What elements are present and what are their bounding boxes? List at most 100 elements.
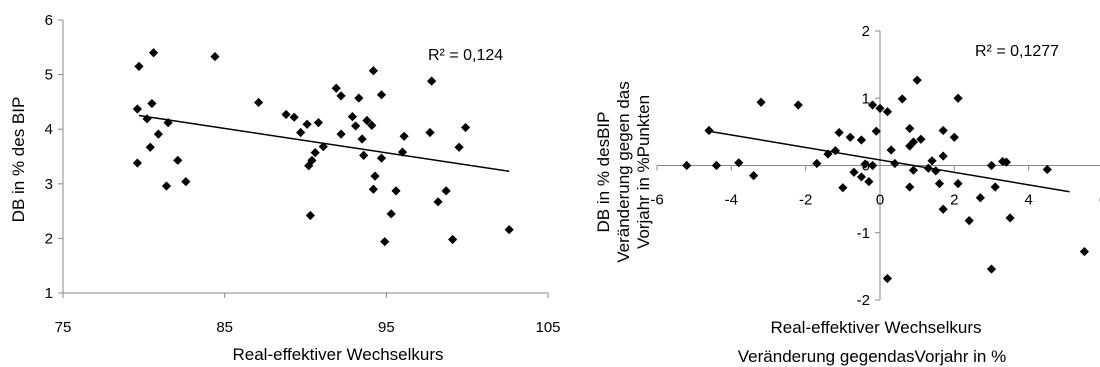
x-tick-label: 105 [535,319,560,336]
data-point [147,98,157,109]
data-point [357,134,367,144]
data-point [296,127,306,138]
data-point [793,100,803,110]
x-tick-label: 95 [378,319,395,336]
y-tick-label: -2 [857,292,870,309]
data-point [142,114,152,124]
data-point [254,97,264,108]
data-point [682,160,692,171]
y-tick-label: -1 [857,225,870,242]
data-point [905,123,915,134]
data-point [302,119,312,129]
x-tick-label: 2 [950,192,958,209]
x-tick-label: -2 [799,192,812,209]
data-point [938,125,948,136]
y-tick-label: 6 [45,12,53,29]
data-point [318,142,328,152]
data-point [391,186,401,196]
data-point [934,179,945,189]
data-point [749,170,759,181]
data-point [867,100,878,110]
data-point [756,97,766,107]
data-point [912,75,922,85]
data-point [313,118,324,128]
data-point [931,166,941,176]
data-point [448,234,458,245]
data-point [305,210,315,221]
data-point [856,172,867,182]
y-axis-title-line: Vorjahr in %Punkten [634,95,653,249]
data-point [386,209,396,219]
data-point [882,273,893,284]
data-point [380,237,390,247]
data-point [504,225,514,235]
data-point [849,167,859,177]
data-point [425,127,435,138]
x-tick-label: 85 [216,319,233,336]
y-tick-label: 1 [862,90,870,107]
data-point [397,147,408,157]
data-point [173,155,183,165]
data-point [908,165,919,175]
data-point [331,83,341,93]
data-point [460,122,471,133]
data-point [351,121,361,131]
data-point [864,177,874,187]
x-tick-label: 6 [1099,192,1100,209]
data-point [990,182,1000,192]
data-point [908,137,919,147]
data-point [210,51,220,62]
data-point [368,66,378,76]
data-point [986,160,997,171]
data-point [704,125,714,136]
y-tick-label: 5 [45,67,53,84]
y-tick-label: 3 [45,176,53,193]
data-point [890,158,900,169]
data-point [359,150,369,161]
r-squared-label: R² = 0,124 [428,47,503,64]
data-point [949,132,959,142]
data-point [938,151,948,161]
data-point [734,158,744,168]
data-point [132,158,142,168]
data-point [163,118,173,128]
data-point [310,148,320,158]
data-point [923,163,933,173]
data-point [441,186,451,196]
data-point [830,146,840,156]
chart-1: 1 2 3 4 5 6 75 85 95 105 R² = 0,124 Real-effektiver… [9,12,561,364]
data-point [148,48,159,58]
data-point [368,184,378,194]
data-point [336,91,346,101]
data-point [845,132,855,142]
y-tick-label: 2 [862,23,870,40]
trendline [708,130,1070,193]
data-point [823,149,833,159]
data-point [886,145,896,155]
x-axis-title: Real-effektiver Wechselkurs [770,318,981,337]
data-point [376,90,387,100]
data-point [964,216,974,226]
data-point [875,103,885,113]
y-axis-title: DB in % des BIP [9,97,28,223]
data-point [336,129,346,139]
data-point [905,182,915,192]
data-point [856,135,867,145]
y-tick-label: 4 [45,121,53,138]
data-point [927,156,937,166]
data-point [370,171,380,181]
data-point [812,158,822,169]
data-point [433,197,443,207]
x-tick-label: 4 [1024,192,1032,209]
data-point [134,61,144,72]
x-axis-subtitle: Veränderung gegendasVorjahr in % [738,347,1006,366]
data-point [838,183,848,193]
x-tick-label: 75 [55,319,72,336]
data-point [834,127,844,138]
x-axis-title: Real-effektiver Wechselkurs [232,345,443,364]
x-tick-label: -4 [725,192,738,209]
data-point [307,155,317,165]
data-point [454,142,464,152]
data-point [153,129,163,139]
